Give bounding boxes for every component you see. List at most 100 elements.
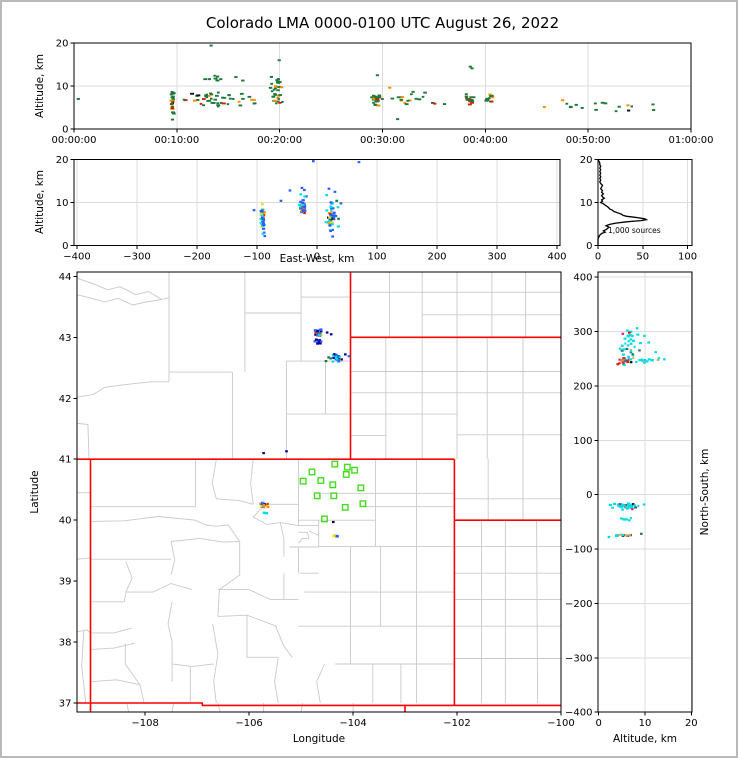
data-point	[303, 195, 306, 198]
data-point	[318, 339, 322, 342]
data-point	[628, 334, 633, 337]
data-point	[318, 340, 321, 343]
data-point	[227, 94, 231, 97]
tick-label: 200	[573, 381, 592, 392]
data-point	[319, 328, 323, 332]
county-boundary	[90, 642, 135, 650]
county-boundary	[125, 583, 193, 593]
data-point	[199, 102, 203, 105]
data-point	[622, 504, 626, 507]
data-point	[630, 105, 633, 108]
panel-map: −108 −106 −104 −102 −100 37 38 39 40 41 42 43 44	[59, 271, 575, 729]
data-point	[169, 99, 173, 102]
tick-label: 0	[62, 125, 68, 136]
county-boundary	[76, 629, 91, 634]
data-point	[260, 209, 264, 212]
data-point	[221, 96, 224, 99]
data-point	[172, 99, 176, 102]
data-point	[285, 450, 288, 453]
data-point	[302, 207, 305, 210]
tick-label: 0	[586, 490, 592, 501]
data-point	[273, 93, 277, 95]
data-point	[301, 201, 305, 204]
ew-panel-xlabel: East-West, km	[279, 253, 355, 265]
data-point	[622, 357, 626, 360]
data-point	[328, 224, 332, 227]
station-marker	[357, 484, 365, 492]
county-boundary	[171, 537, 240, 543]
tick-label: 38	[59, 638, 72, 649]
tick-label: 0	[62, 241, 68, 252]
data-point	[423, 91, 427, 94]
histogram-note: 1,000 sources	[608, 226, 661, 235]
tick-label: 100	[573, 436, 592, 447]
data-point	[642, 503, 646, 506]
data-point	[331, 207, 335, 210]
data-point	[170, 118, 175, 121]
data-point	[223, 96, 227, 99]
data-point	[205, 96, 208, 99]
data-point	[221, 102, 226, 105]
data-point	[241, 79, 245, 82]
data-point	[621, 503, 624, 506]
data-point	[620, 517, 623, 520]
data-point	[560, 99, 565, 102]
data-point	[654, 351, 657, 354]
data-point	[333, 190, 337, 193]
county-boundary	[216, 498, 254, 505]
station-marker	[321, 515, 328, 523]
station-marker	[351, 466, 359, 474]
data-point	[638, 359, 641, 362]
data-point	[626, 360, 630, 363]
county-boundary	[81, 631, 87, 704]
map-xlabel: Longitude	[292, 733, 346, 745]
data-point	[621, 353, 625, 356]
data-point	[380, 98, 384, 100]
data-point	[272, 88, 276, 91]
tick-label: 01:00:00	[669, 135, 714, 146]
data-point	[329, 357, 332, 360]
data-point	[301, 199, 305, 202]
station-marker	[317, 477, 325, 484]
county-boundary	[90, 592, 127, 603]
data-point	[372, 101, 375, 104]
data-point	[330, 216, 334, 219]
data-point	[263, 211, 266, 214]
data-point	[568, 105, 572, 108]
data-point	[628, 331, 631, 334]
data-point	[274, 85, 277, 88]
tick-label: −100	[565, 545, 592, 556]
data-point	[209, 93, 214, 96]
tick-label: 44	[59, 272, 72, 283]
data-point	[226, 103, 230, 106]
data-point	[629, 358, 633, 361]
data-point	[627, 356, 630, 359]
data-point	[314, 333, 317, 336]
data-point	[328, 219, 331, 222]
data-point	[325, 331, 329, 334]
data-point	[488, 93, 492, 96]
county-boundary	[76, 557, 91, 560]
data-point	[620, 361, 623, 364]
data-point	[312, 160, 315, 163]
data-point	[313, 329, 317, 332]
data-point	[344, 353, 347, 356]
tick-label: 0	[595, 252, 601, 263]
data-point	[629, 517, 632, 520]
county-boundary	[217, 702, 221, 713]
data-point	[335, 534, 339, 538]
tick-label: −300	[565, 653, 592, 664]
data-point	[470, 100, 474, 102]
data-point	[279, 199, 283, 202]
data-point	[280, 86, 284, 89]
data-point	[468, 65, 472, 68]
panel-alt-histogram: 0 50 100 0 10 20	[580, 155, 697, 263]
data-point	[399, 98, 404, 101]
data-point	[238, 104, 243, 107]
tick-label: 00:00:00	[52, 135, 97, 146]
tick-label: 0	[314, 252, 320, 263]
data-point	[470, 67, 474, 70]
data-point	[329, 205, 332, 208]
data-point	[626, 344, 630, 347]
tick-label: 41	[59, 455, 72, 466]
